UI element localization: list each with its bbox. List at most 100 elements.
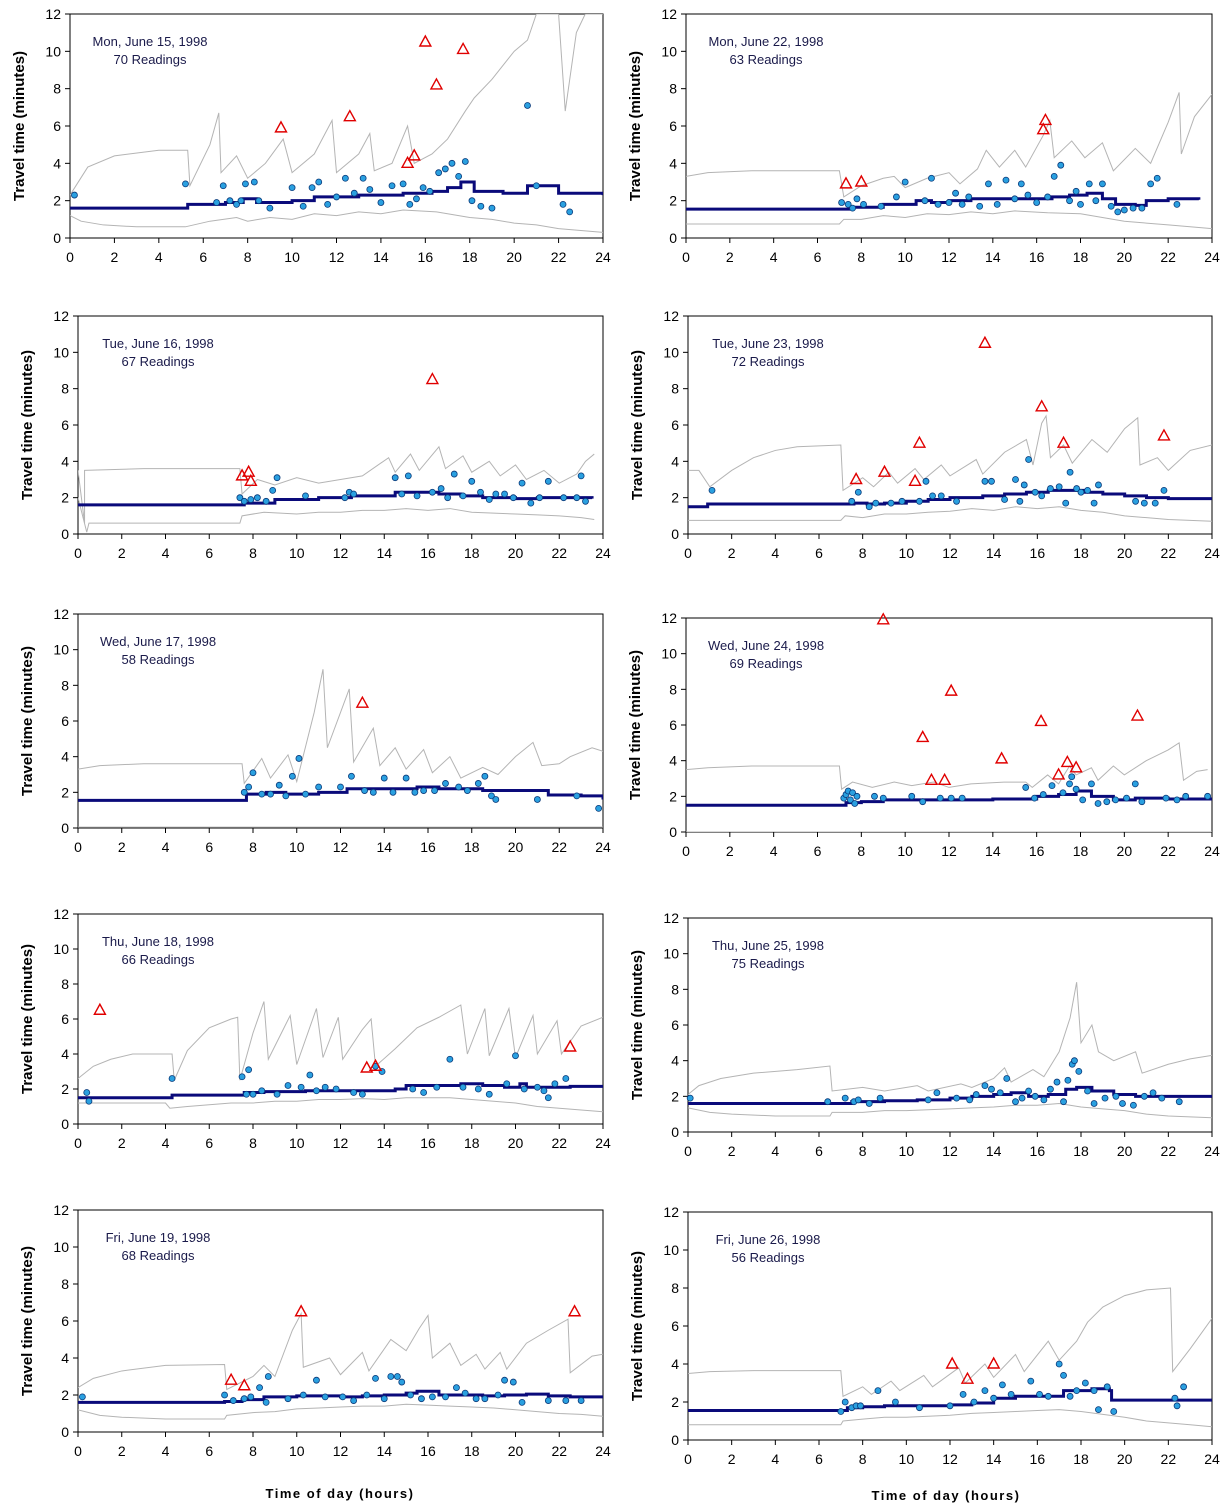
panel-3-y-tick-label: 8 bbox=[61, 381, 69, 397]
panel-6-outlier-point bbox=[916, 730, 930, 743]
panel-8-reading-point bbox=[933, 1089, 941, 1097]
panel-9-reading-point bbox=[461, 1389, 469, 1397]
panel-7-reading-point bbox=[533, 1083, 541, 1091]
panel-7-upper-bound-line bbox=[78, 1001, 603, 1081]
panel-6-reading-point bbox=[1039, 791, 1047, 798]
panel-5-x-tick-label: 2 bbox=[118, 839, 126, 855]
panel-4-reading-point bbox=[848, 497, 856, 505]
panel-8-x-tick-label: 4 bbox=[771, 1143, 779, 1159]
panel-6-reading-point bbox=[1131, 780, 1139, 788]
panel-6-outlier-point bbox=[1069, 760, 1083, 773]
panel-3-y-tick-label: 12 bbox=[53, 308, 69, 324]
panel-7-reading-point bbox=[358, 1090, 366, 1098]
panel-3-x-tick-label: 14 bbox=[376, 545, 392, 561]
panel-8-reading-point bbox=[854, 1096, 862, 1104]
panel-1-x-tick-label: 18 bbox=[462, 249, 478, 265]
panel-1-reading-point bbox=[377, 199, 385, 206]
panel-2-outlier-point bbox=[1036, 122, 1050, 135]
panel-6-y-tick-label: 2 bbox=[669, 788, 677, 804]
panel-10-reading-point bbox=[1180, 1383, 1188, 1391]
panel-10-x-tick-label: 20 bbox=[1117, 1451, 1133, 1467]
panel-7-x-tick-label: 22 bbox=[551, 1135, 567, 1151]
panel-1-reading-point bbox=[71, 191, 78, 199]
panel-10-x-tick-label: 22 bbox=[1161, 1451, 1177, 1467]
panel-6-y-tick-label: 4 bbox=[669, 753, 677, 769]
panel-3-outlier-point bbox=[425, 372, 440, 385]
panel-10-reading-point bbox=[1044, 1392, 1052, 1400]
panel-1-y-tick-label: 2 bbox=[53, 193, 61, 209]
panel-8-x-tick-label: 20 bbox=[1117, 1143, 1133, 1159]
panel-3-x-tick-label: 12 bbox=[333, 545, 349, 561]
panel-3-reading-point bbox=[544, 477, 552, 485]
panel-9-x-tick-label: 22 bbox=[551, 1443, 567, 1459]
panel-1-outlier-point bbox=[274, 120, 288, 133]
panel-9-reading-point bbox=[313, 1376, 320, 1384]
panel-4-outlier-point bbox=[978, 335, 992, 348]
panel-2-y-tick-label: 2 bbox=[669, 193, 677, 209]
panel-3-reading-point bbox=[236, 494, 244, 502]
panel-3-reading-point bbox=[501, 490, 508, 498]
panel-1-reading-point bbox=[333, 193, 340, 201]
panel-6-reading-point bbox=[846, 796, 854, 804]
panel-2-outlier-point bbox=[854, 174, 869, 187]
panel-9-reading-point bbox=[481, 1395, 489, 1403]
panel-5-reading-point bbox=[411, 788, 419, 796]
panel-5-x-tick-label: 20 bbox=[508, 839, 524, 855]
panel-9-reading-point bbox=[247, 1393, 255, 1401]
panel-8-reading-point bbox=[865, 1100, 873, 1107]
panel-4-x-tick-label: 22 bbox=[1161, 545, 1177, 561]
panel-10-outlier-point bbox=[945, 1356, 959, 1369]
panel-4-outlier-point bbox=[912, 435, 927, 448]
panel-4-reading-point bbox=[1095, 481, 1102, 489]
panel-5-y-tick-label: 12 bbox=[53, 606, 69, 622]
panel-1-reading-point bbox=[237, 197, 245, 205]
panel-3-reading-point bbox=[240, 497, 248, 505]
panel-10-reading-point bbox=[1007, 1391, 1015, 1398]
panel-2-y-tick-label: 4 bbox=[669, 155, 677, 171]
panel-4-reading-point bbox=[922, 477, 930, 485]
panel-2-outlier-point bbox=[1038, 112, 1053, 126]
panel-9-x-tick-label: 12 bbox=[333, 1443, 349, 1459]
panel-6-outlier-point bbox=[944, 683, 958, 696]
panel-8-reading-point bbox=[1084, 1087, 1091, 1095]
panel-1-reading-point bbox=[226, 197, 234, 205]
panel-9-reading-point bbox=[221, 1391, 228, 1399]
panel-10-reading-point bbox=[1095, 1406, 1102, 1413]
panel-8-reading-point bbox=[1175, 1098, 1183, 1106]
panel-2-reading-point bbox=[844, 200, 852, 208]
panel-9-reading-point bbox=[350, 1397, 358, 1404]
panel-1-reading-point bbox=[288, 184, 296, 192]
panel-1-y-axis-label: Travel time (minutes) bbox=[11, 51, 28, 201]
panel-8-x-tick-label: 16 bbox=[1030, 1143, 1046, 1159]
panel-7-lower-bound-line bbox=[78, 1097, 603, 1113]
panel-5-x-tick-label: 22 bbox=[551, 839, 567, 855]
panel-10-reading-point bbox=[857, 1402, 864, 1410]
panel-5-reading-point bbox=[240, 788, 248, 796]
panel-8-y-tick-label: 0 bbox=[671, 1124, 679, 1140]
panel-4-reading-point bbox=[872, 499, 880, 507]
panel-8-reading-point bbox=[876, 1094, 884, 1102]
panel-5-reading-point bbox=[463, 787, 471, 794]
panel-2-reading-point bbox=[1050, 172, 1058, 180]
panel-2-x-tick-label: 6 bbox=[814, 249, 822, 265]
panel-8-x-tick-label: 18 bbox=[1073, 1143, 1089, 1159]
panel-10-reading-point bbox=[999, 1381, 1006, 1389]
panel-8-x-tick-label: 22 bbox=[1161, 1143, 1177, 1159]
panel-10-reading-point bbox=[916, 1404, 923, 1412]
panel-3-x-tick-label: 10 bbox=[289, 545, 305, 561]
panel-5-reading-point bbox=[492, 796, 500, 803]
panel-10-reading-point bbox=[1055, 1360, 1063, 1368]
panel-7-reading-point bbox=[350, 1089, 358, 1096]
panel-9-reading-point bbox=[393, 1373, 401, 1380]
panel-5-x-tick-label: 14 bbox=[376, 839, 392, 855]
panel-4-y-tick-label: 4 bbox=[671, 453, 679, 469]
panel-8-reading-point bbox=[686, 1094, 694, 1102]
panel-3-x-tick-label: 6 bbox=[205, 545, 213, 561]
panel-3-x-tick-label: 8 bbox=[249, 545, 257, 561]
panel-8-reading-point bbox=[1012, 1098, 1019, 1106]
panel-9-reading-point bbox=[428, 1393, 436, 1401]
panel-7-x-tick-label: 16 bbox=[420, 1135, 436, 1151]
panel-9-y-axis-label: Travel time (minutes) bbox=[19, 1246, 36, 1396]
panel-4-outlier-point bbox=[1056, 435, 1071, 448]
panel-4-readings-count: 72 Readings bbox=[732, 354, 805, 369]
